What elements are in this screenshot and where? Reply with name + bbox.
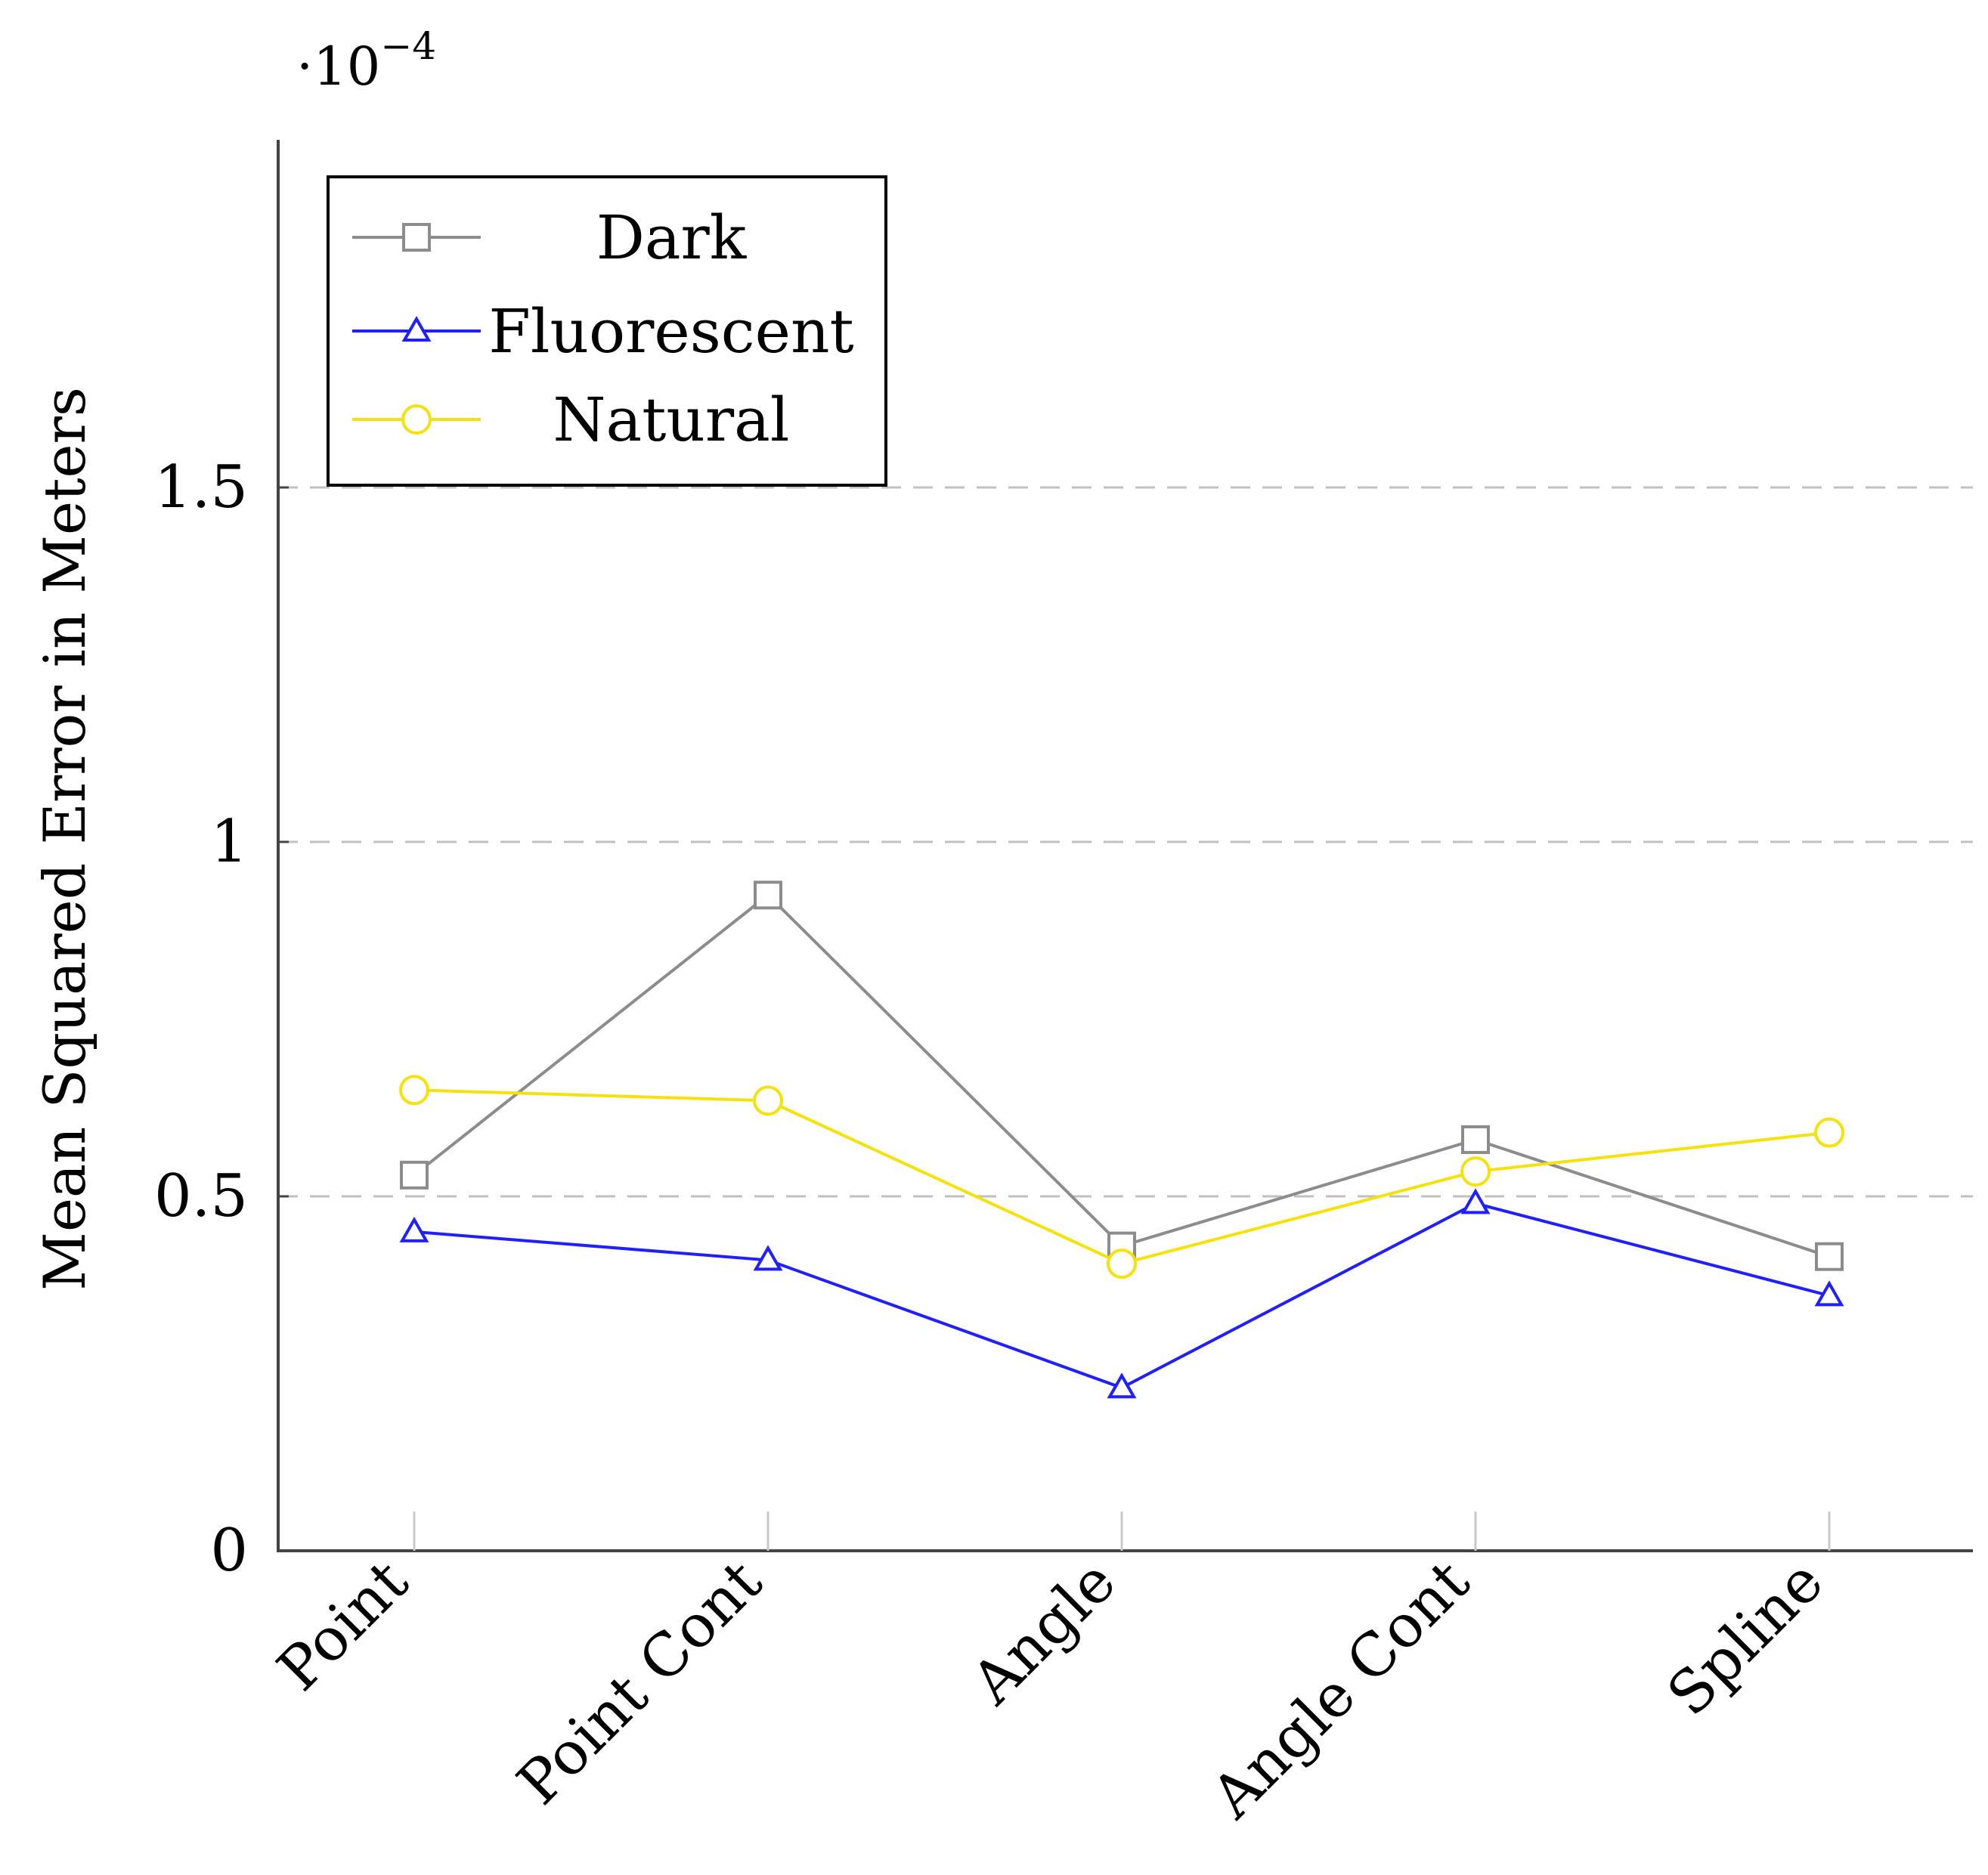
series-line-fluorescent xyxy=(413,1202,1830,1390)
x-tick-label-angle-cont: Angle Cont xyxy=(1199,1548,1483,1832)
data-point-dark xyxy=(1815,1242,1844,1271)
legend: Dark Fluorescent Natural xyxy=(327,175,887,487)
legend-label-fluorescent: Fluorescent xyxy=(488,296,853,367)
legend-marker-dark xyxy=(402,223,431,252)
data-point-natural xyxy=(753,1085,783,1116)
data-point-dark xyxy=(754,880,782,910)
y-axis-title: Mean Squared Error in Meters xyxy=(31,387,98,1291)
y-tick-label: 0.5 xyxy=(154,1162,248,1230)
y-ticks: 0 0.5 1 1.5 xyxy=(154,453,289,1585)
x-tick-label-angle: Angle xyxy=(958,1548,1129,1718)
legend-label-natural: Natural xyxy=(553,385,790,455)
series-line-dark xyxy=(413,893,1830,1258)
data-point-natural xyxy=(399,1075,429,1106)
data-point-fluorescent xyxy=(1814,1280,1844,1307)
data-point-natural xyxy=(1460,1156,1491,1187)
y-multiplier: ·10−4 xyxy=(296,24,436,97)
data-point-fluorescent xyxy=(1460,1188,1491,1214)
legend-marker-natural xyxy=(401,404,432,435)
y-tick-label: 1 xyxy=(210,808,248,876)
x-tick-label-point-cont: Point Cont xyxy=(505,1548,776,1818)
x-tick-label-point: Point xyxy=(265,1548,421,1704)
y-tick-label: 1.5 xyxy=(154,453,248,521)
series-dark xyxy=(400,880,1844,1271)
y-tick-label: 0 xyxy=(210,1517,248,1585)
data-point-dark xyxy=(1461,1125,1490,1154)
grid-lines xyxy=(278,486,1973,1198)
data-point-fluorescent xyxy=(399,1216,429,1242)
axes xyxy=(277,140,1973,1552)
series-layer xyxy=(399,880,1844,1399)
data-point-natural xyxy=(1814,1117,1844,1148)
legend-label-dark: Dark xyxy=(596,203,748,273)
legend-marker-fluorescent xyxy=(401,315,432,342)
series-fluorescent xyxy=(399,1188,1844,1399)
x-tick-label-spline: Spline xyxy=(1655,1548,1836,1729)
series-natural xyxy=(399,1075,1844,1279)
data-point-fluorescent xyxy=(1107,1372,1137,1399)
data-point-dark xyxy=(400,1160,429,1190)
x-ticks: Point Point Cont Angle Angle Cont Spline xyxy=(265,1511,1836,1832)
data-point-natural xyxy=(1107,1248,1137,1279)
data-point-fluorescent xyxy=(753,1245,783,1271)
